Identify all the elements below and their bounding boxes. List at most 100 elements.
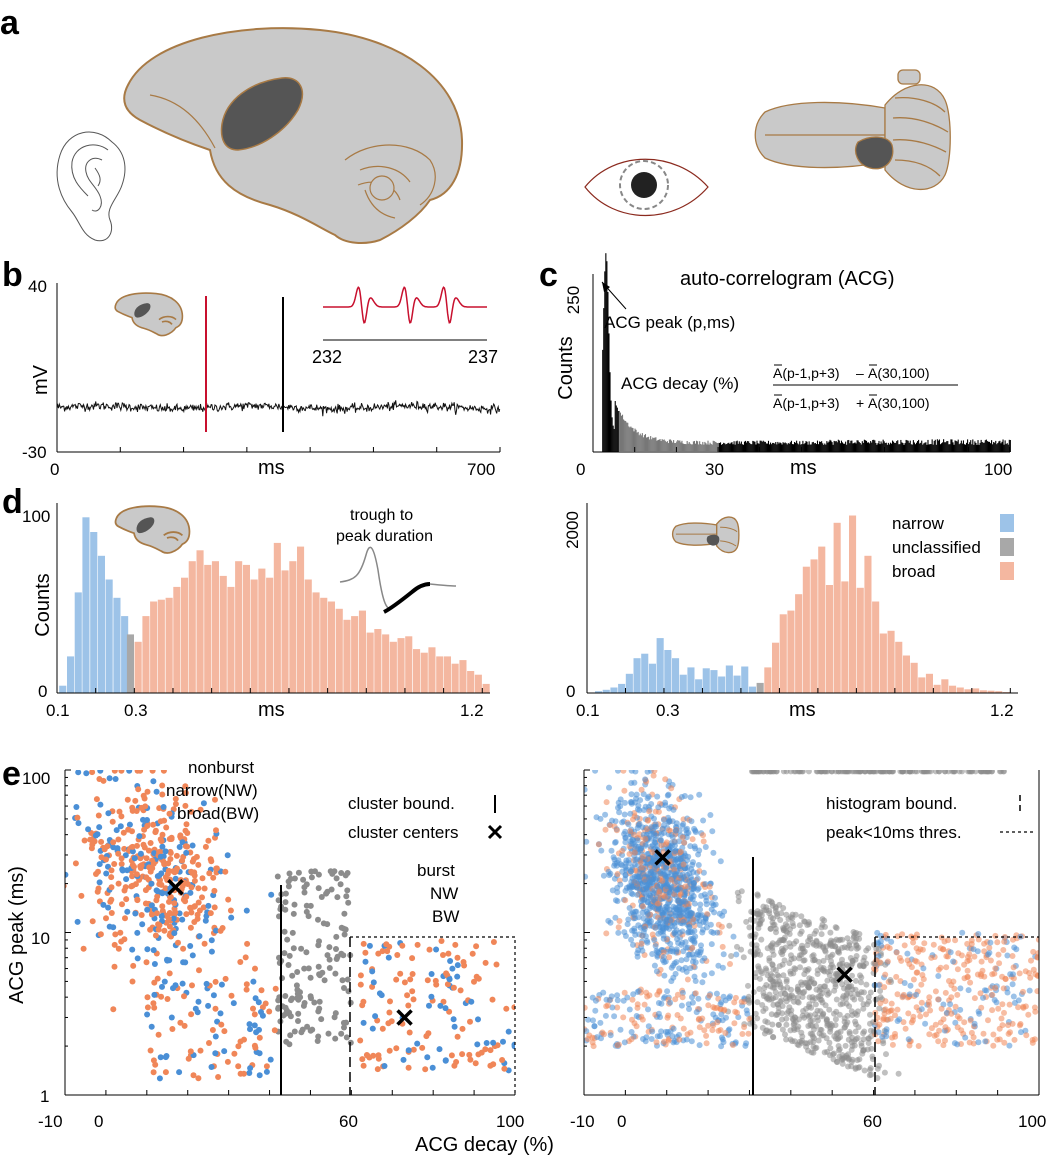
scatter-point xyxy=(847,990,854,997)
scatter-point xyxy=(505,1028,512,1035)
scatter-point xyxy=(472,1060,479,1067)
c-acg-bar xyxy=(819,441,821,452)
c-acg-bar xyxy=(950,439,952,452)
scatter-point xyxy=(632,931,639,938)
scatter-point xyxy=(142,900,149,907)
scatter-point xyxy=(321,977,328,984)
scatter-point xyxy=(654,991,661,998)
scatter-point xyxy=(401,979,408,986)
hist-bar-broad xyxy=(150,601,158,693)
scatter-point xyxy=(633,791,640,798)
scatter-point xyxy=(691,825,698,832)
scatter-point xyxy=(473,943,480,950)
c-peak-arrowhead xyxy=(602,282,610,292)
c-acg-bar xyxy=(618,410,620,452)
scatter-point xyxy=(149,770,156,774)
scatter-point xyxy=(718,1034,725,1041)
c-acg-bar xyxy=(804,443,806,452)
c-acg-bar xyxy=(854,442,856,452)
c-acg-bar xyxy=(629,427,631,452)
scatter-point xyxy=(1000,947,1007,953)
scatter-point xyxy=(228,914,235,921)
scatter-point xyxy=(589,1039,596,1046)
scatter-point xyxy=(360,1019,367,1026)
c-acg-bar xyxy=(776,444,778,452)
c-xtick-30: 30 xyxy=(705,460,724,479)
scatter-point xyxy=(617,1026,624,1033)
scatter-point xyxy=(783,911,790,918)
scatter-point xyxy=(856,935,863,942)
c-acg-bar xyxy=(741,444,743,452)
c-acg-bar xyxy=(606,261,608,452)
c-acg-bar xyxy=(735,441,737,452)
scatter-point xyxy=(946,978,952,984)
scatter-point xyxy=(191,919,198,925)
scatter-point xyxy=(315,871,322,878)
scatter-point xyxy=(115,850,122,857)
hist-bar-broad xyxy=(134,641,142,693)
scatter-point xyxy=(718,1043,725,1050)
el-burst: burst xyxy=(417,861,455,880)
scatter-point xyxy=(1016,970,1023,977)
scatter-point xyxy=(469,950,476,957)
hist-bar-broad xyxy=(779,614,787,693)
hist-bar-narrow xyxy=(105,579,113,693)
scatter-point xyxy=(614,997,621,1004)
scatter-point xyxy=(436,1046,443,1053)
c-acg-bar xyxy=(652,437,654,452)
scatter-point xyxy=(172,801,179,807)
c-acg-bar xyxy=(944,442,946,452)
dr-xtick-0.3: 0.3 xyxy=(656,701,680,720)
hist-bar-broad xyxy=(428,647,436,694)
scatter-point xyxy=(679,822,686,829)
scatter-point xyxy=(1022,1027,1029,1034)
scatter-point xyxy=(680,861,687,868)
hist-bar-broad xyxy=(467,671,475,693)
hist-bar-broad xyxy=(864,555,872,694)
c-acg-bar xyxy=(677,440,679,452)
scatter-point xyxy=(872,961,879,967)
scatter-point xyxy=(770,979,777,985)
scatter-point xyxy=(284,936,291,943)
scatter-point xyxy=(687,965,694,972)
c-acg-bar xyxy=(668,439,670,452)
scatter-point xyxy=(860,957,867,964)
scatter-point xyxy=(989,1007,996,1014)
scatter-point xyxy=(727,961,733,967)
hist-bar-narrow xyxy=(59,685,67,693)
scatter-point xyxy=(625,821,632,828)
c-acg-bar xyxy=(911,444,913,452)
scatter-point xyxy=(376,990,383,997)
c-acg-bar xyxy=(828,441,830,452)
scatter-point xyxy=(703,1032,710,1039)
scatter-point xyxy=(894,933,901,940)
scatter-point xyxy=(679,989,686,996)
hist-bar-narrow xyxy=(82,517,90,693)
scatter-point xyxy=(451,1023,458,1030)
scatter-point xyxy=(144,994,151,1001)
c-acg-bar xyxy=(813,443,815,452)
scatter-point xyxy=(882,971,889,978)
hist-bar-broad xyxy=(327,601,335,693)
scatter-point xyxy=(697,949,704,956)
scatter-point xyxy=(817,1026,824,1033)
c-acg-bar xyxy=(861,441,863,452)
scatter-point xyxy=(867,770,874,775)
scatter-point xyxy=(996,1025,1003,1032)
scatter-point xyxy=(653,832,660,839)
scatter-point xyxy=(164,996,171,1002)
c-acg-bar xyxy=(608,333,610,452)
scatter-point xyxy=(619,847,626,854)
c-acg-bar xyxy=(807,444,809,452)
scatter-point xyxy=(876,1021,883,1028)
scatter-point xyxy=(852,1021,859,1028)
c-acg-bar xyxy=(853,443,855,452)
scatter-point xyxy=(659,825,666,832)
scatter-point xyxy=(655,1010,662,1017)
c-acg-bar xyxy=(759,440,761,452)
scatter-point xyxy=(585,1016,592,1023)
scatter-point xyxy=(600,989,607,996)
c-acg-bar xyxy=(814,443,816,452)
c-acg-bar xyxy=(820,441,822,452)
scatter-point xyxy=(316,971,323,978)
